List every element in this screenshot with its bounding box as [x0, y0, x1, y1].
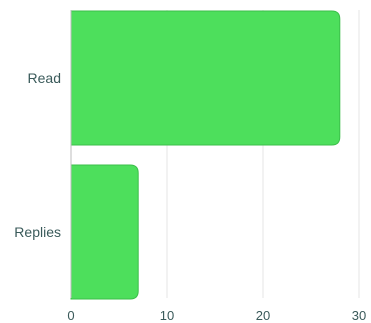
bar-layer — [70, 10, 341, 300]
category-label-replies: Replies — [14, 224, 61, 240]
bar-replies — [70, 164, 139, 300]
label-layer: 0 10 20 30 Read Replies — [14, 70, 366, 323]
category-label-read: Read — [28, 70, 61, 86]
x-tick-label: 0 — [67, 308, 74, 323]
x-tick-label: 10 — [160, 308, 174, 323]
x-tick-label: 30 — [352, 308, 366, 323]
x-tick-label: 20 — [256, 308, 270, 323]
bar-read — [70, 10, 341, 146]
